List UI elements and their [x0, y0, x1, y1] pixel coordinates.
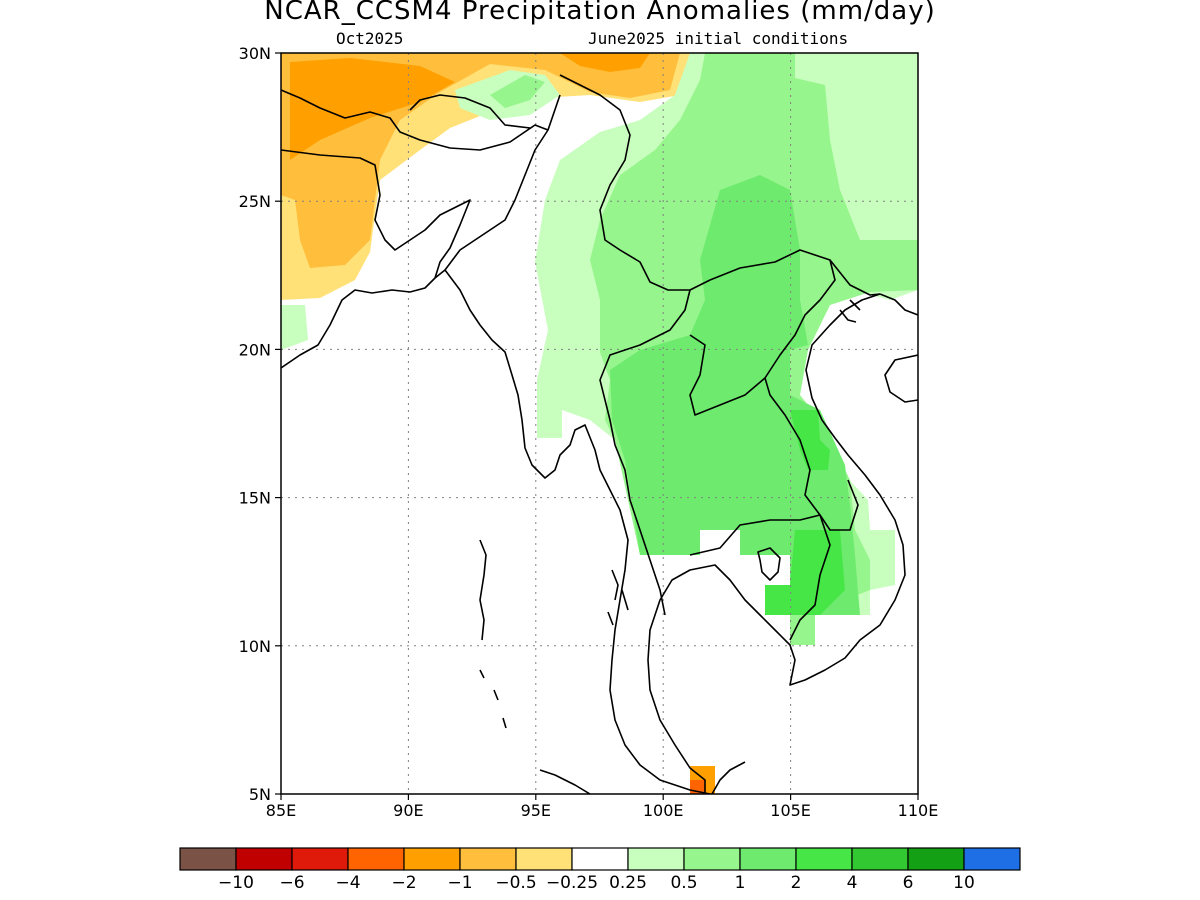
colorbar-swatch [907, 847, 965, 871]
border-thailand-laos [689, 334, 766, 416]
colorbar-label: −1 [447, 873, 472, 893]
colorbar-label: 10 [953, 873, 975, 893]
colorbar-label: 0.5 [670, 873, 697, 893]
colorbar-swatch [235, 847, 293, 871]
border-thailand-cambodia [689, 514, 821, 556]
subtitle-month: Oct2025 [336, 29, 404, 48]
colorbar-label: −0.5 [495, 873, 536, 893]
colorbar-swatch [459, 847, 517, 871]
border-india-bangladesh [281, 149, 471, 279]
x-tick-label: 85E [266, 801, 296, 820]
wet-anomaly-west-edge [281, 305, 308, 350]
mergui-archipelago [607, 569, 629, 626]
colorbar-swatch [627, 847, 685, 871]
coast-detail-vietnam-north [839, 299, 861, 323]
border-china-vietnam [829, 259, 881, 296]
colorbar-label: −4 [335, 873, 360, 893]
border-cambodia-vietnam [789, 514, 831, 641]
y-tick-label: 30N [239, 44, 271, 63]
colorbar-swatch [291, 847, 349, 871]
y-tick-label: 5N [249, 785, 271, 804]
colorbar-swatch [963, 847, 1021, 871]
x-tick-label: 100E [643, 801, 684, 820]
colorbar-label: −10 [218, 873, 254, 893]
x-tick-label: 105E [770, 801, 811, 820]
colorbar-label: −2 [391, 873, 416, 893]
dry-anomaly-core-west [290, 58, 455, 160]
map-frame [280, 52, 919, 795]
andaman-islands [479, 539, 487, 641]
colorbar-swatch [683, 847, 741, 871]
wet-anomaly-north-strip-medium [490, 75, 545, 108]
subtitle-initial-conditions: June2025 initial conditions [588, 29, 849, 48]
colorbar-swatch [179, 847, 237, 871]
colorbar-swatch [347, 847, 405, 871]
colorbar-label: 1 [735, 873, 746, 893]
map-axes: 85E 90E 95E 100E 105E 110E 5N 10N 15N 20N 25N 30N [239, 44, 939, 820]
wet-anomaly-region-strong [610, 175, 860, 645]
x-tick-label: 95E [521, 801, 551, 820]
map-grid [281, 53, 918, 794]
dry-anomaly-core [560, 53, 650, 72]
colorbar: −10 −6 −4 −2 −1 −0.5 −0.25 0.25 0.5 1 2 4 6 10 [179, 847, 1021, 893]
lake-tonle-sap [757, 547, 781, 581]
colorbar-label: −6 [279, 873, 304, 893]
border-myanmar-east [559, 74, 711, 291]
colorbar-swatch [515, 847, 573, 871]
colorbar-label: −0.25 [546, 873, 598, 893]
coastlines-and-borders [281, 74, 918, 794]
coastline-sumatra [539, 769, 591, 794]
border-tibet [409, 94, 531, 129]
y-tick-label: 25N [239, 192, 271, 211]
border-nepal-bhutan [281, 89, 549, 151]
colorbar-swatch [851, 847, 909, 871]
x-tick-label: 90E [393, 801, 423, 820]
coastline-gulf-of-thailand [647, 293, 906, 794]
colorbar-label: 2 [791, 873, 802, 893]
y-tick-label: 20N [239, 340, 271, 359]
colorbar-swatch [403, 847, 461, 871]
colorbar-swatch [571, 847, 629, 871]
y-tick-label: 15N [239, 489, 271, 508]
map-title: NCAR_CCSM4 Precipitation Anomalies (mm/d… [264, 0, 936, 26]
nicobar-islands [479, 669, 507, 729]
x-tick-label: 110E [898, 801, 939, 820]
border-myanmar-thailand [599, 289, 691, 616]
coastline-hainan [884, 354, 918, 403]
y-tick-label: 10N [239, 637, 271, 656]
coastline-india-bangladesh [281, 269, 711, 794]
colorbar-label: 6 [903, 873, 914, 893]
coastline-hainan-gulf [879, 293, 918, 316]
wet-anomaly-vietnam-south [790, 615, 815, 645]
colorbar-label: 0.25 [609, 873, 647, 893]
anomaly-shading [281, 53, 918, 794]
border-bangladesh-myanmar [444, 94, 561, 271]
coastline-malay-east [711, 761, 746, 794]
colorbar-swatch [739, 847, 797, 871]
wet-anomaly-core [790, 410, 830, 470]
wet-anomaly-core-cambodia [765, 530, 845, 615]
colorbar-label: 4 [847, 873, 858, 893]
colorbar-swatch [795, 847, 853, 871]
